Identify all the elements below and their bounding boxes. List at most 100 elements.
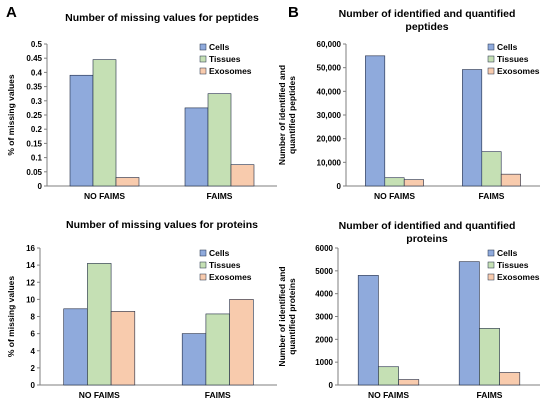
legend-label-cells: Cells [497, 248, 518, 258]
chart-proteins_missing: Number of missing values for proteins % o… [6, 219, 277, 400]
bar-cells-faims [181, 333, 207, 386]
x-tick-label: NO FAIMS [374, 191, 415, 201]
y-tick-label: 0.05 [26, 168, 42, 177]
y-tick-label: 0 [337, 182, 342, 191]
y-tick-label: 0.15 [26, 139, 42, 148]
bar-tissues-no-faims [87, 263, 112, 386]
x-tick-label: NO FAIMS [84, 191, 125, 201]
bar-tissues-faims [207, 93, 232, 187]
legend-label-exosomes: Exosomes [209, 66, 252, 76]
bar-tissues-faims [481, 151, 502, 187]
chart-title: Number of missing values for proteins [66, 219, 258, 231]
bar-cells-no-faims [69, 74, 94, 187]
x-tick-label: FAIMS [479, 191, 505, 201]
panel-label-a: A [6, 4, 17, 21]
legend-label-cells: Cells [209, 42, 230, 52]
legend-swatch-cells [199, 43, 207, 51]
bar-exosomes-no-faims [110, 311, 136, 386]
y-tick-label: 0 [38, 182, 43, 191]
legend-label-tissues: Tissues [209, 260, 241, 270]
y-tick-label: 0.4 [31, 68, 43, 77]
panel-label-b: B [288, 4, 299, 21]
legend-swatch-exosomes [487, 273, 495, 281]
legend-label-tissues: Tissues [497, 260, 529, 270]
bar-exosomes-no-faims [115, 177, 140, 187]
legend-label-tissues: Tissues [497, 54, 529, 64]
legend-swatch-cells [487, 249, 495, 257]
bar-exosomes-faims [500, 173, 521, 187]
y-tick-label: 20,000 [317, 135, 342, 144]
legend-label-tissues: Tissues [209, 54, 241, 64]
y-tick-label: 6000 [315, 244, 333, 253]
y-tick-label: 50,000 [317, 64, 342, 73]
legend-swatch-tissues [199, 261, 207, 269]
y-tick-label: 30,000 [317, 111, 342, 120]
legend-label-exosomes: Exosomes [209, 272, 252, 282]
y-tick-label: 0.3 [31, 97, 43, 106]
y-tick-label: 12 [26, 278, 35, 287]
legend-swatch-tissues [487, 55, 495, 63]
bar-tissues-faims [479, 328, 500, 386]
bar-exosomes-no-faims [398, 379, 420, 386]
legend-swatch-exosomes [199, 273, 207, 281]
x-tick-label: FAIMS [477, 390, 503, 400]
y-axis-label: quantified peptides [287, 76, 297, 154]
y-tick-label: 40,000 [317, 87, 342, 96]
bar-exosomes-no-faims [403, 179, 424, 187]
bar-tissues-no-faims [384, 177, 405, 187]
x-tick-label: NO FAIMS [368, 390, 409, 400]
y-tick-label: 0 [31, 381, 36, 390]
bar-cells-no-faims [63, 308, 88, 386]
chart-title: Number of identified and quantified [339, 220, 516, 232]
y-tick-label: 1000 [315, 358, 333, 367]
y-tick-label: 0 [329, 381, 334, 390]
y-tick-label: 3000 [315, 313, 333, 322]
legend-swatch-tissues [199, 55, 207, 63]
y-tick-label: 0.45 [26, 54, 42, 63]
bar-cells-faims [458, 261, 480, 386]
legend-label-exosomes: Exosomes [497, 272, 540, 282]
legend-swatch-exosomes [487, 67, 495, 75]
y-tick-label: 0.5 [31, 40, 43, 49]
bar-cells-faims [462, 69, 483, 187]
chart-title: Number of identified and quantified [339, 8, 516, 20]
bar-exosomes-faims [229, 299, 254, 386]
y-axis-label: quantified proteins [287, 278, 297, 355]
y-tick-label: 4 [31, 347, 36, 356]
chart-peptides_identified: Number of identified and quantifiedpepti… [277, 8, 540, 201]
y-tick-label: 4000 [315, 290, 333, 299]
y-tick-label: 14 [26, 261, 35, 270]
y-tick-label: 0.35 [26, 83, 42, 92]
chart-peptides_missing: Number of missing values for peptides % o… [6, 12, 277, 201]
chart-title: proteins [406, 233, 448, 245]
y-tick-label: 0.25 [26, 111, 42, 120]
bar-exosomes-faims [499, 372, 521, 386]
y-tick-label: 16 [26, 244, 35, 253]
bar-exosomes-faims [230, 164, 255, 187]
bar-cells-faims [184, 107, 209, 187]
y-tick-label: 5000 [315, 267, 333, 276]
y-tick-label: 2 [31, 364, 36, 373]
bar-tissues-no-faims [378, 366, 399, 386]
bar-cells-no-faims [357, 275, 379, 386]
legend-label-cells: Cells [497, 42, 518, 52]
y-tick-label: 0.2 [31, 125, 43, 134]
legend-label-exosomes: Exosomes [497, 66, 540, 76]
legend-swatch-tissues [487, 261, 495, 269]
y-axis-label: % of missing values [6, 74, 16, 156]
chart-panels: Number of missing values for peptides % o… [6, 8, 540, 400]
y-axis-label: Number of identified and [277, 266, 287, 366]
y-tick-label: 6 [31, 330, 36, 339]
y-tick-label: 10,000 [317, 158, 342, 167]
y-tick-label: 8 [31, 313, 36, 322]
x-tick-label: FAIMS [205, 390, 231, 400]
x-tick-label: FAIMS [207, 191, 233, 201]
y-tick-label: 60,000 [317, 40, 342, 49]
legend-swatch-cells [487, 43, 495, 51]
x-tick-label: NO FAIMS [79, 390, 120, 400]
chart-title: Number of missing values for peptides [65, 12, 259, 24]
chart-title: peptides [405, 21, 448, 33]
y-axis-label: % of missing values [6, 276, 16, 358]
bar-tissues-faims [205, 313, 230, 386]
